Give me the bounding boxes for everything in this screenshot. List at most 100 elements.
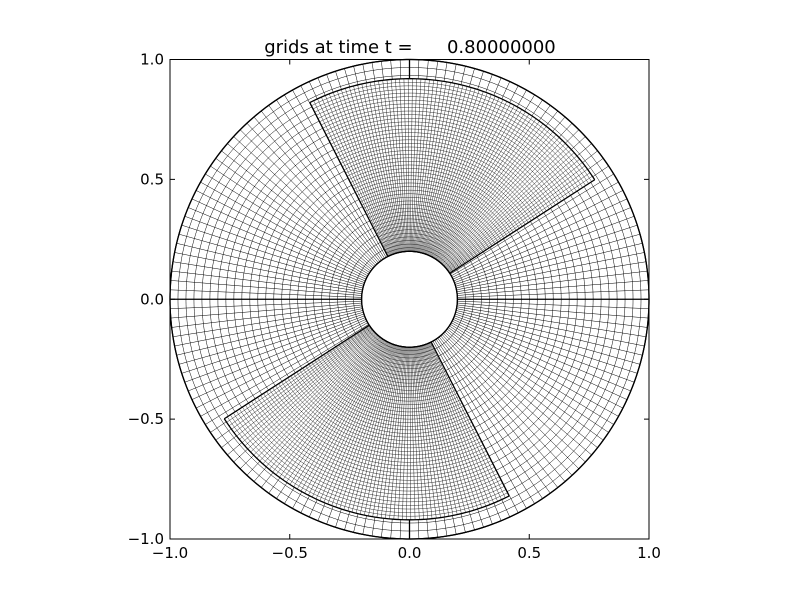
fine-ring — [284, 379, 477, 449]
fine-ring — [345, 157, 529, 223]
fine-ring — [326, 352, 455, 398]
fine-ring — [353, 334, 440, 366]
fine-ring — [242, 406, 500, 499]
fine-ring — [299, 369, 469, 431]
fine-ring — [263, 393, 489, 474]
fine-ring — [324, 110, 568, 198]
fine-ring — [308, 364, 464, 420]
y-tick-label: 0.5 — [140, 170, 164, 188]
x-tick-label: 1.0 — [637, 544, 661, 562]
fine-ring — [281, 381, 479, 452]
fine-ring — [341, 342, 446, 380]
fine-ring — [322, 107, 571, 196]
fine-ring — [335, 136, 547, 212]
fine-ring — [382, 240, 459, 268]
fine-ring — [374, 222, 475, 258]
fine-patch-boundary — [223, 324, 370, 420]
fine-ring — [376, 225, 472, 260]
fine-ring — [363, 197, 496, 245]
fine-ring — [355, 179, 511, 235]
fine-patch-boundary — [309, 78, 596, 181]
x-tick-label: 0.5 — [517, 544, 541, 562]
fine-ring — [338, 344, 448, 384]
fine-ring — [342, 150, 535, 219]
fine-ring — [343, 154, 532, 221]
fine-ring — [290, 375, 474, 441]
fine-ring — [371, 215, 481, 254]
fine-ring — [366, 204, 490, 249]
fine-ring — [275, 385, 482, 459]
fine-ring — [356, 182, 508, 237]
fine-ring — [334, 132, 550, 210]
x-tick-label: −0.5 — [272, 544, 308, 562]
fine-ring — [351, 171, 517, 231]
y-tick-label: −0.5 — [128, 410, 164, 428]
fine-ring — [227, 416, 508, 517]
fine-patch-boundary — [309, 102, 389, 257]
fine-ring — [347, 338, 443, 373]
fine-ring — [360, 189, 502, 241]
fine-ring — [325, 114, 565, 200]
axis-ticks: −1.0 −0.5 0.0 0.5 1.0 −1.0 −0.5 0.0 0.5 1.0 — [128, 51, 661, 563]
fine-ring — [360, 330, 437, 359]
fine-ring — [272, 387, 484, 463]
fine-ring — [302, 367, 468, 427]
fine-ring — [335, 346, 450, 387]
x-tick-label: −1.0 — [152, 544, 188, 562]
fine-ring — [314, 360, 461, 413]
fine-ring — [332, 128, 553, 208]
fine-ring — [319, 100, 577, 192]
fine-ring — [239, 408, 502, 503]
fine-ring — [316, 92, 583, 188]
fine-patch-boundary — [449, 179, 596, 274]
fine-ring — [330, 125, 556, 206]
y-tick-label: 0.0 — [140, 290, 164, 308]
fine-ring — [329, 121, 559, 204]
fine-ring — [377, 229, 469, 262]
fine-ring — [361, 193, 499, 243]
fine-ring — [293, 373, 472, 438]
fine-ring — [353, 175, 514, 233]
fine-ring — [350, 336, 442, 369]
inner-boundary — [360, 250, 459, 348]
fine-ring — [379, 233, 466, 264]
fine-ring — [314, 89, 586, 186]
fine-ring — [368, 207, 487, 251]
fine-ring — [348, 164, 523, 227]
fine-ring — [350, 168, 520, 229]
fine-ring — [312, 85, 589, 184]
fine-ring — [347, 161, 526, 225]
fine-ring — [321, 103, 574, 194]
fine-ring — [358, 186, 505, 239]
fine-ring — [248, 403, 497, 492]
fine-ring — [317, 96, 580, 190]
fine-ring — [344, 340, 445, 377]
fine-ring — [363, 329, 435, 355]
fine-ring — [260, 395, 490, 477]
fine-ring — [323, 354, 456, 402]
x-tick-label: 0.0 — [398, 544, 422, 562]
fine-ring — [296, 371, 471, 434]
fine-ring — [311, 362, 463, 416]
fine-ring — [364, 200, 493, 247]
fine-ring — [327, 118, 562, 202]
fine-ring — [233, 412, 505, 510]
y-tick-label: 1.0 — [140, 51, 164, 69]
fine-ring — [236, 410, 503, 506]
fine-ring — [305, 366, 466, 423]
fine-ring — [287, 377, 476, 445]
fine-ring — [317, 358, 459, 409]
fine-ring — [386, 247, 453, 272]
fine-ring — [356, 332, 438, 362]
fine-ring — [320, 356, 458, 405]
fine-ring — [338, 143, 541, 215]
fine-patch-boundary — [223, 418, 510, 521]
fine-ring — [381, 236, 463, 266]
fine-ring — [278, 383, 481, 456]
fine-ring — [366, 327, 433, 351]
fine-ring — [251, 401, 495, 488]
fine-ring — [384, 243, 456, 270]
fine-ring — [266, 391, 487, 470]
fine-ring — [329, 350, 453, 395]
fine-ring — [245, 404, 498, 495]
